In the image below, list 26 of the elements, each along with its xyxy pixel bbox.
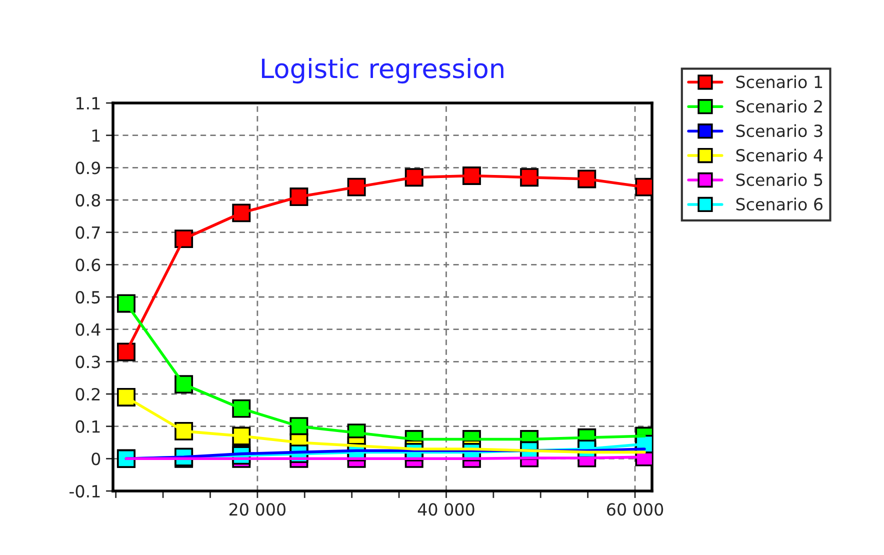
legend-label: Scenario 4 [736,148,823,162]
x-tick-label: 60 000 [607,503,664,516]
x-tick-label: 40 000 [418,503,474,516]
y-tick-label: 0 [92,452,100,466]
y-tick-label: 0.8 [76,194,100,207]
point [116,342,136,362]
legend-label: Scenario 2 [736,100,822,113]
y-tick-label: 0.3 [76,356,100,368]
y-tick-label: 0.1 [76,420,100,433]
point [116,294,136,313]
chart-title: Logistic regression [262,58,504,84]
legend-label: Scenario 6 [736,198,823,211]
y-tick-label: 1.1 [76,97,100,110]
point [116,388,136,406]
y-tick-label: 0.4 [76,323,100,336]
legend-label: Scenario 1 [736,75,822,88]
y-tick-label: -0.1 [69,484,100,498]
legend-label: Scenario 3 [736,124,822,138]
y-tick-label: 0.5 [76,290,100,304]
x-tick-label: 20 000 [229,503,286,516]
y-tick-label: 1 [92,130,100,142]
y-tick-label: 0.2 [76,388,100,401]
y-tick-label: 0.7 [76,226,100,239]
y-tick-label: 0.6 [76,258,100,272]
y-tick-label: 0.9 [76,162,100,174]
legend-label: Scenario 5 [736,173,822,186]
